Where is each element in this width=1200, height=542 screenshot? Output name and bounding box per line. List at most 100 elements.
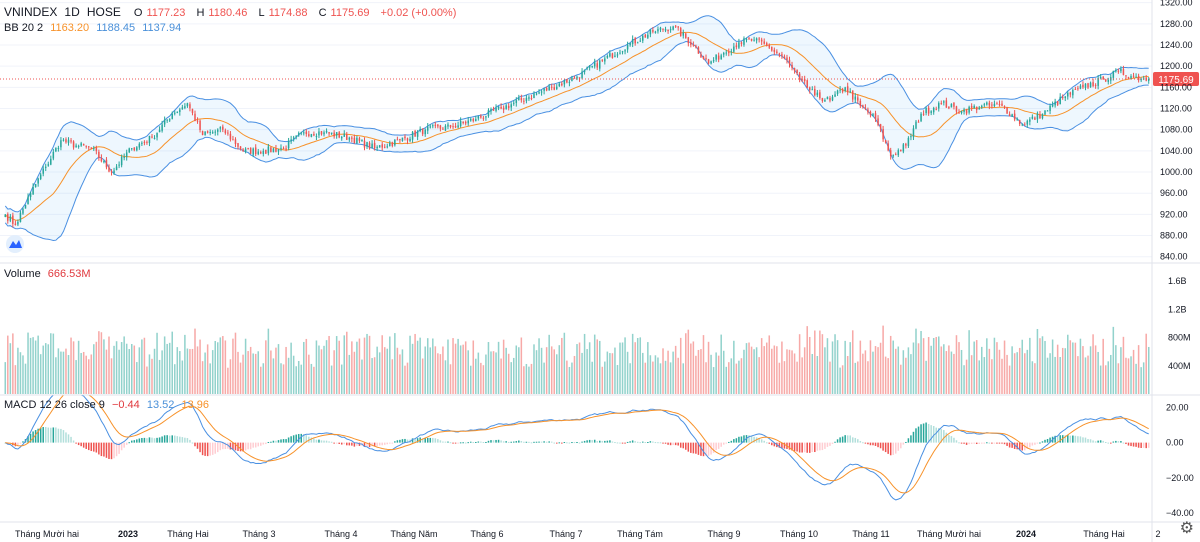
volume-bar (1031, 361, 1034, 394)
candle-body (583, 69, 586, 72)
candle-body (897, 150, 900, 156)
candle-body (1001, 103, 1003, 106)
candle-body (722, 52, 725, 55)
macd-histogram-bar (118, 442, 120, 454)
macd-histogram-bar (110, 442, 113, 460)
volume-bar (300, 364, 303, 394)
candle-body (938, 103, 940, 109)
candle (65, 137, 67, 144)
candle (877, 115, 879, 127)
candle (1069, 91, 1072, 98)
candle-body (47, 164, 50, 166)
candle-body (270, 147, 272, 152)
candle (62, 138, 65, 142)
volume-bar (647, 342, 649, 394)
volume-bar (740, 358, 743, 394)
candle-body (599, 60, 601, 69)
macd-histogram-bar (690, 442, 692, 453)
volume-bar (404, 365, 406, 394)
candle (826, 96, 829, 100)
candle (242, 148, 244, 153)
candle-body (667, 29, 669, 32)
interval[interactable]: 1D (64, 5, 80, 19)
candle (927, 105, 930, 116)
candle (958, 109, 960, 114)
candle-body (419, 128, 421, 132)
volume-bar (679, 337, 682, 394)
macd-histogram-bar (490, 440, 492, 443)
macd-histogram-bar (72, 440, 75, 443)
candle (189, 102, 191, 112)
candle (530, 94, 533, 101)
candle (204, 131, 206, 136)
volume-bar (765, 342, 768, 394)
macd-histogram-bar (894, 442, 897, 454)
macd-histogram-bar (60, 428, 62, 443)
gear-icon[interactable]: ⚙ (1179, 520, 1194, 537)
volume-bar (755, 347, 758, 394)
candle-body (495, 107, 497, 111)
bb-legend[interactable]: BB 20 2 1163.20 1188.45 1137.94 (4, 22, 185, 34)
candle (874, 110, 877, 122)
candle (725, 49, 728, 56)
volume-bar (179, 351, 181, 394)
volume-bar (495, 352, 497, 394)
candle-body (765, 43, 768, 46)
candle (606, 54, 609, 59)
volume-bar (882, 325, 884, 394)
macd-histogram-bar (1036, 442, 1039, 444)
macd-histogram-bar (563, 442, 566, 444)
candle (836, 89, 839, 96)
macd-histogram-bar (606, 440, 609, 443)
volume-bar (720, 334, 722, 394)
candle (614, 51, 616, 58)
volume-bar (130, 344, 133, 394)
volume-bar (677, 357, 679, 394)
volume-bar (692, 341, 695, 394)
candle (330, 132, 333, 135)
candle-body (591, 65, 593, 67)
macd-histogram-bar (199, 442, 201, 453)
candle (432, 124, 434, 129)
candle (642, 33, 644, 44)
macd-histogram-bar (1041, 441, 1044, 443)
volume-bar (469, 365, 472, 394)
candle-body (771, 47, 773, 51)
candle (442, 126, 444, 130)
macd-legend[interactable]: MACD 12 26 close 9 −0.44 13.52 13.96 (4, 399, 213, 411)
macd-histogram-bar (902, 442, 905, 445)
candle-body (829, 97, 831, 101)
candle-body (485, 116, 487, 118)
candle (495, 104, 497, 113)
volume-bar (930, 345, 932, 394)
macd-histogram-bar (1094, 441, 1097, 443)
candle-body (725, 52, 728, 54)
candle (275, 144, 277, 153)
candle (943, 100, 945, 106)
symbol-name[interactable]: VNINDEX (4, 5, 58, 19)
candle-body (333, 132, 335, 137)
macd-histogram-bar (1029, 442, 1031, 448)
macd-histogram-bar (1084, 437, 1087, 443)
volume-bar (1046, 357, 1049, 394)
volume-bar (1003, 340, 1006, 394)
macd-histogram-bar (115, 442, 118, 457)
candle-body (480, 115, 482, 118)
candle (358, 136, 361, 144)
volume-bar (383, 347, 386, 394)
candle-body (556, 86, 558, 90)
volume-bar (277, 344, 280, 394)
macd-histogram-bar (454, 442, 457, 444)
candle-body (525, 97, 528, 101)
volume-legend[interactable]: Volume 666.53M (4, 268, 95, 280)
macd-histogram-bar (882, 442, 884, 451)
volume-bar (115, 341, 118, 394)
volume-bar (98, 331, 100, 394)
volume-bar (55, 357, 57, 394)
macd-histogram-bar (884, 442, 887, 453)
candle (841, 87, 844, 94)
candle (1054, 98, 1056, 108)
candle (672, 25, 674, 31)
volume-bar (619, 342, 621, 394)
